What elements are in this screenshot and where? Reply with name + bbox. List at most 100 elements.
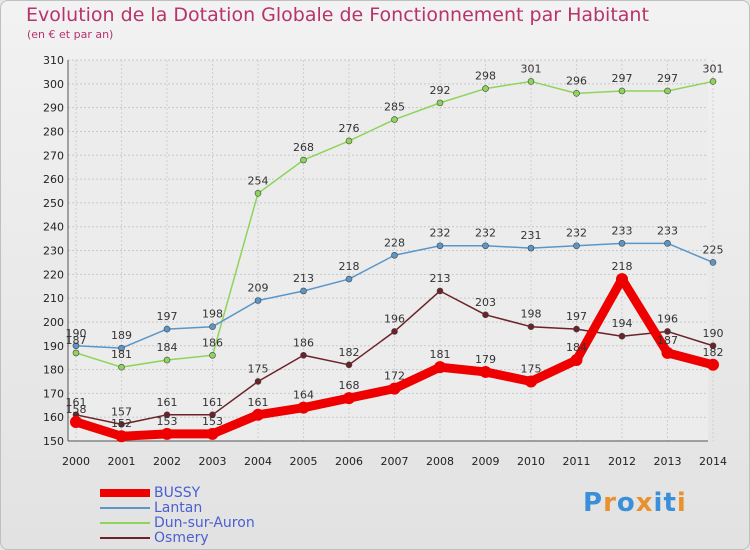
data-label-osmery: 198 [521,308,542,321]
data-label-bussy: 153 [157,415,178,428]
data-point-dun-sur-auron [482,85,489,92]
data-point-lantan [300,287,307,295]
data-label-dun-sur-auron: 285 [384,101,405,114]
data-point-bussy [206,427,219,440]
data-label-lantan: 233 [612,224,633,237]
data-point-lantan [482,242,489,250]
data-label-dun-sur-auron: 297 [612,72,633,85]
data-label-bussy: 182 [703,346,724,359]
data-label-lantan: 209 [248,282,269,295]
data-point-lantan [345,275,353,283]
data-label-bussy: 161 [248,396,269,409]
y-tick-label: 260 [43,173,64,186]
data-point-dun-sur-auron [664,87,671,95]
data-point-dun-sur-auron [436,99,444,107]
data-label-dun-sur-auron: 181 [111,348,132,361]
data-label-lantan: 228 [384,236,405,249]
data-point-bussy [525,375,537,388]
data-point-lantan [709,259,717,266]
data-point-osmery [482,311,489,319]
y-tick-label: 230 [43,245,64,258]
proxiti-logo: Proxiti [583,488,687,518]
x-tick-label: 2005 [290,455,318,468]
data-point-osmery [436,287,444,295]
data-point-bussy [70,415,82,428]
data-label-bussy: 164 [293,389,314,402]
x-tick-label: 2011 [563,455,591,468]
data-label-dun-sur-auron: 301 [703,62,724,75]
data-label-lantan: 197 [157,310,178,323]
data-label-dun-sur-auron: 268 [293,141,314,154]
data-label-lantan: 190 [66,327,87,340]
data-label-bussy: 168 [339,379,360,392]
x-tick-label: 2010 [517,455,545,468]
data-point-osmery [618,332,626,340]
y-tick-label: 310 [43,54,64,67]
data-label-osmery: 196 [657,312,678,325]
data-label-bussy: 184 [566,341,587,354]
data-point-dun-sur-auron [391,116,398,123]
data-label-dun-sur-auron: 296 [566,74,587,87]
legend-swatch-lantan [100,507,150,509]
data-point-osmery [209,411,216,419]
data-label-lantan: 232 [430,227,451,240]
y-tick-label: 160 [43,411,64,424]
data-point-osmery [664,328,671,335]
data-point-lantan [72,342,80,350]
data-label-lantan: 231 [521,229,542,242]
y-tick-label: 220 [43,268,64,281]
data-label-dun-sur-auron: 301 [521,62,542,75]
data-point-lantan [573,242,580,250]
data-point-dun-sur-auron [209,351,216,359]
data-label-lantan: 232 [566,227,587,240]
legend-label: BUSSY [154,485,201,501]
y-tick-label: 280 [43,125,64,138]
data-point-dun-sur-auron [527,78,535,85]
data-point-osmery [527,323,535,331]
data-label-bussy: 153 [202,415,223,428]
data-label-lantan: 213 [293,272,314,285]
data-label-dun-sur-auron: 297 [657,72,678,85]
data-point-osmery [345,361,353,369]
data-point-bussy [616,273,628,286]
data-point-osmery [300,351,307,359]
logo-letter: r [603,488,617,518]
data-point-osmery [391,328,398,335]
x-tick-label: 2014 [699,455,727,468]
data-point-dun-sur-auron [345,137,353,145]
x-tick-label: 2003 [199,455,227,468]
x-tick-label: 2012 [608,455,636,468]
logo-letter: i [676,488,687,518]
legend-label: Lantan [154,500,203,516]
data-label-osmery: 161 [157,396,178,409]
y-tick-label: 300 [43,78,64,91]
data-label-bussy: 218 [612,260,633,273]
data-label-osmery: 157 [111,405,132,418]
y-tick-label: 180 [43,364,64,377]
data-point-dun-sur-auron [163,356,171,364]
logo-letter: i [653,488,664,518]
logo-letter: x [635,488,654,518]
data-point-lantan [664,240,671,247]
data-point-lantan [118,344,125,352]
data-point-osmery [118,421,125,428]
data-label-bussy: 152 [111,417,132,430]
legend-label: Osmery [154,530,209,546]
y-tick-label: 170 [43,387,64,400]
data-point-dun-sur-auron [254,190,262,197]
data-point-osmery [254,378,262,385]
data-label-lantan: 233 [657,224,678,237]
y-tick-label: 240 [43,221,64,234]
x-tick-label: 2004 [244,455,272,468]
data-point-dun-sur-auron [573,90,580,97]
y-tick-label: 270 [43,149,64,162]
data-point-dun-sur-auron [300,156,307,164]
y-tick-label: 200 [43,316,64,329]
data-label-osmery: 161 [202,396,223,409]
data-point-lantan [618,240,626,247]
data-label-dun-sur-auron: 186 [202,336,223,349]
data-label-dun-sur-auron: 187 [66,334,87,347]
data-point-lantan [436,242,444,250]
x-tick-label: 2001 [108,455,136,468]
